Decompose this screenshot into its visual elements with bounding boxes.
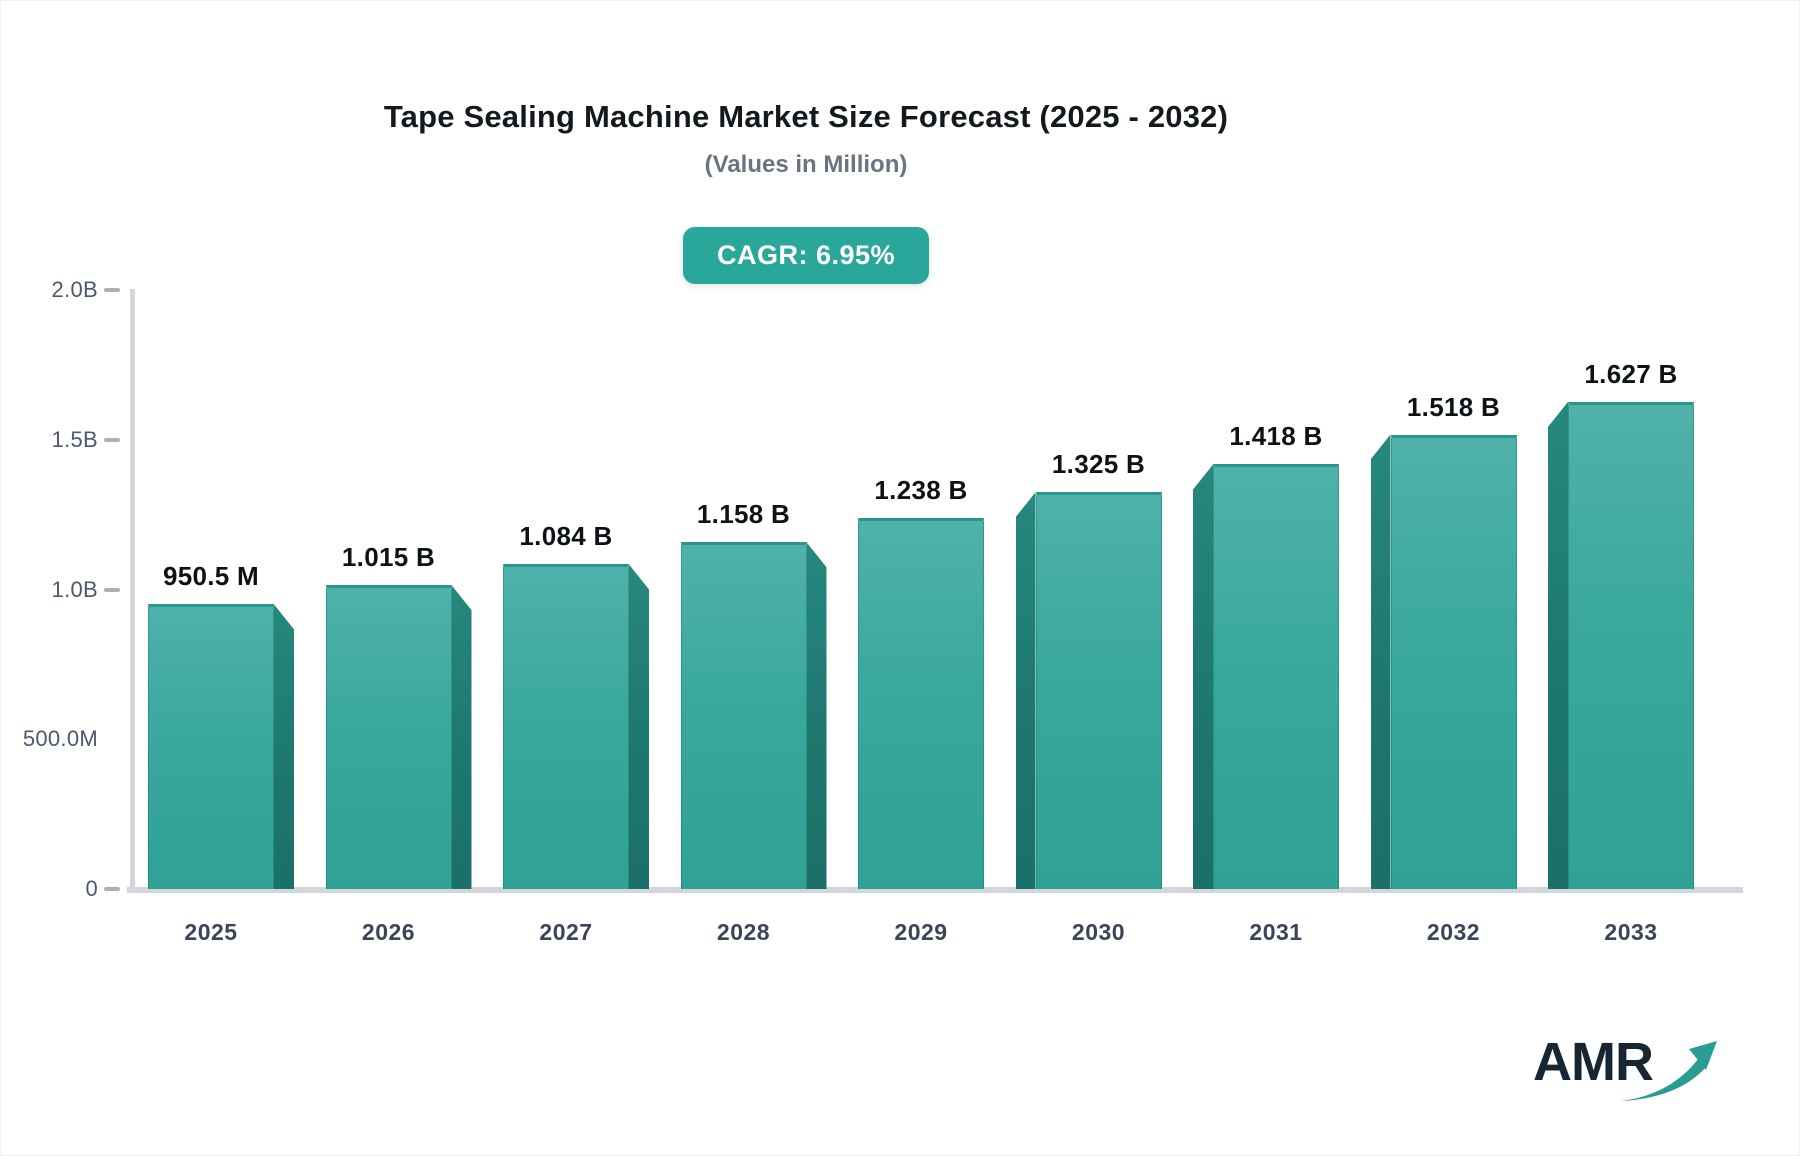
bar-2027[interactable] [503, 564, 629, 889]
bar-2033[interactable] [1568, 401, 1694, 889]
bar-2031[interactable] [1213, 464, 1339, 889]
bar-value-label: 1.015 B [341, 542, 436, 573]
bar-value-label: 1.418 B [1229, 421, 1323, 452]
bar-2028[interactable] [680, 542, 807, 889]
y-axis-line [130, 289, 135, 892]
bar-value-label: 1.158 B [696, 499, 791, 530]
y-axis-tick-label: 0 [85, 876, 98, 901]
x-axis-tick-label: 2027 [539, 919, 593, 945]
y-axis-tick-dash [104, 587, 120, 592]
bar-3d-side [451, 585, 472, 889]
bar-2032[interactable] [1390, 434, 1517, 889]
bar-value-label: 1.084 B [519, 521, 613, 552]
y-axis-tick-dash [104, 437, 120, 442]
bar-value-label: 950.5 M [162, 561, 260, 592]
cagr-badge-label: CAGR: 6.95% [716, 240, 896, 270]
x-axis-tick-label: 2025 [184, 919, 238, 945]
y-axis-tick-label: 1.0B [51, 576, 98, 602]
bar-3d-side [1015, 492, 1036, 889]
bar-2030[interactable] [1035, 492, 1162, 889]
bar-value-label: 1.627 B [1584, 358, 1678, 389]
cagr-badge: CAGR: 6.95% [682, 227, 930, 284]
x-axis-tick-label: 2028 [716, 919, 771, 945]
y-axis-tick-label: 1.5B [51, 426, 98, 452]
y-axis-tick-dash [104, 288, 120, 293]
bar-3d-side [629, 564, 649, 889]
bar-2026[interactable] [325, 585, 452, 889]
y-axis-tick-label: 500.0M [22, 726, 98, 752]
bar-3d-side [806, 542, 827, 889]
x-axis-tick-label: 2033 [1604, 919, 1658, 945]
bar-3d-side [1193, 464, 1213, 889]
chart-subtitle: (Values in Million) [704, 151, 908, 178]
x-axis-tick-label: 2032 [1426, 919, 1481, 945]
bar-value-label: 1.238 B [874, 475, 968, 506]
x-axis-tick-label: 2026 [361, 919, 416, 945]
bar-2029[interactable] [858, 518, 984, 889]
x-axis-tick-label: 2029 [894, 919, 948, 945]
y-axis-tick-label: 2.0B [51, 277, 98, 303]
x-axis-tick-label: 2031 [1249, 919, 1303, 945]
amr-logo-text: AMR [1533, 1032, 1654, 1092]
y-axis-tick-dash [104, 887, 120, 891]
bar-value-label: 1.325 B [1051, 449, 1146, 480]
x-axis-line [127, 887, 1743, 893]
bar-2025[interactable] [148, 604, 274, 889]
bar-3d-side [1370, 434, 1391, 889]
bar-3d-side [1548, 401, 1568, 889]
growth-arrow-icon [1621, 1041, 1717, 1101]
x-axis-tick-label: 2030 [1071, 919, 1126, 945]
bar-value-label: 1.518 B [1406, 391, 1501, 422]
chart-title: Tape Sealing Machine Market Size Forecas… [383, 99, 1229, 134]
amr-logo: AMR [1533, 1031, 1733, 1111]
bar-3d-side [274, 604, 294, 889]
